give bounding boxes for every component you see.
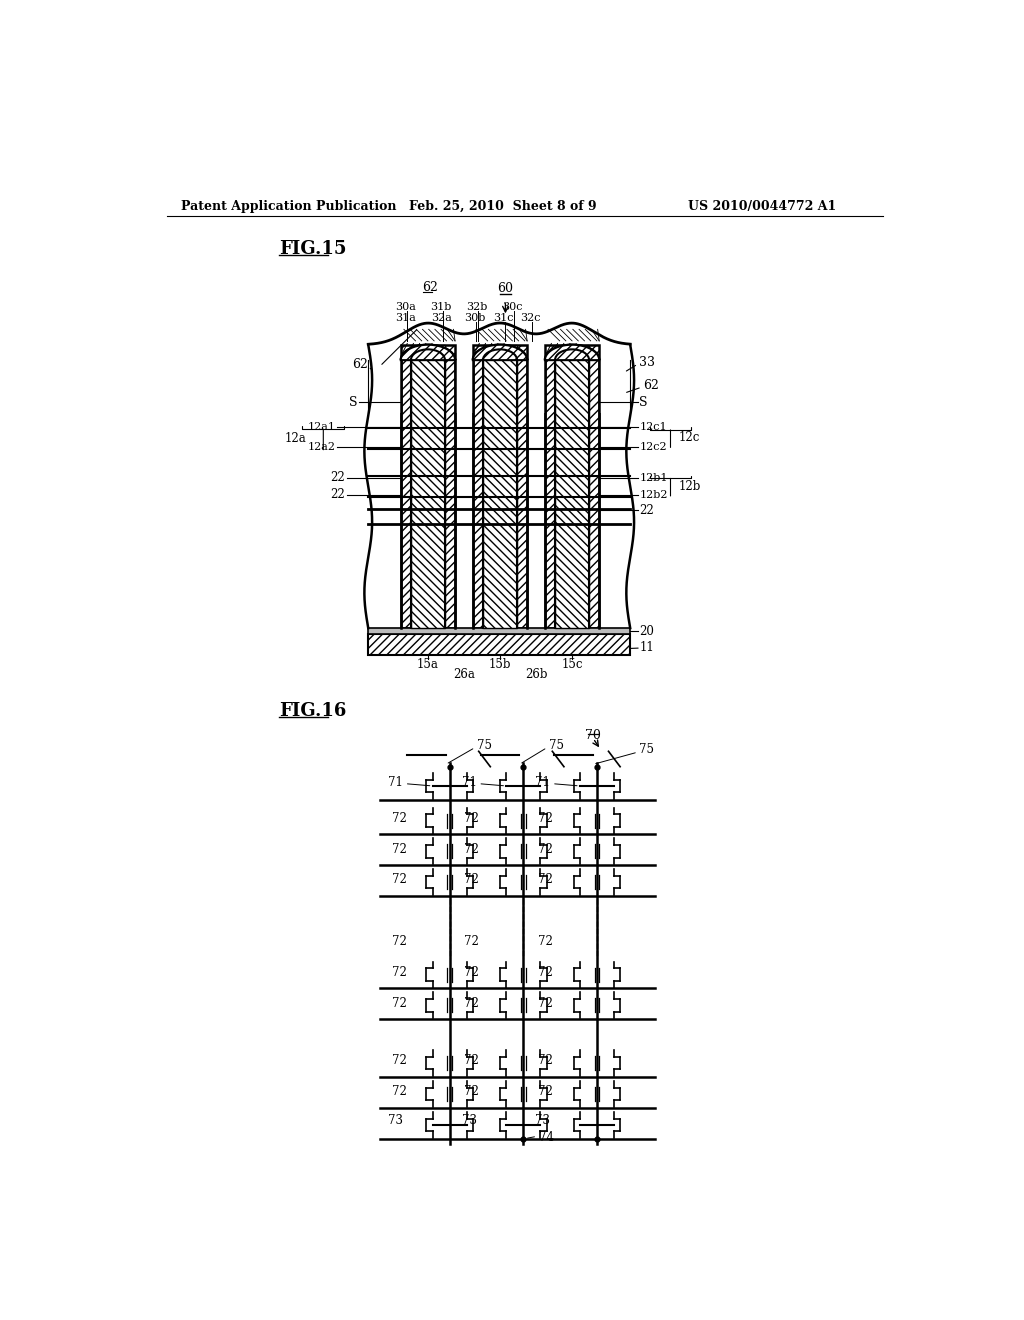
Text: FIG.16: FIG.16: [280, 702, 346, 721]
Text: 12a: 12a: [285, 432, 306, 445]
Text: 12b: 12b: [678, 480, 700, 492]
Text: 62: 62: [352, 358, 369, 371]
Bar: [555, 345, 589, 628]
Text: 11: 11: [640, 640, 654, 653]
Text: 71: 71: [388, 776, 403, 788]
Text: 12a2: 12a2: [307, 442, 336, 453]
Text: 22: 22: [331, 488, 345, 502]
Text: US 2010/0044772 A1: US 2010/0044772 A1: [687, 199, 836, 213]
Text: 72: 72: [538, 997, 553, 1010]
Text: 71: 71: [536, 776, 550, 788]
Text: 72: 72: [392, 935, 407, 948]
Text: 71: 71: [462, 776, 477, 788]
Text: 72: 72: [464, 1055, 479, 1068]
Text: 72: 72: [464, 874, 479, 887]
Text: FIG.15: FIG.15: [280, 240, 347, 259]
Text: 75: 75: [477, 739, 492, 751]
Text: 15a: 15a: [417, 657, 439, 671]
Text: 31a: 31a: [395, 313, 416, 323]
Text: 72: 72: [464, 935, 479, 948]
Polygon shape: [400, 345, 455, 360]
Text: 12c: 12c: [678, 430, 699, 444]
Text: 15c: 15c: [561, 657, 583, 671]
Polygon shape: [473, 345, 527, 360]
Bar: [369, 345, 630, 628]
Text: 30c: 30c: [502, 302, 522, 312]
Text: 72: 72: [538, 1055, 553, 1068]
Text: 12b1: 12b1: [640, 473, 668, 483]
Bar: [527, 360, 545, 412]
Text: 31b: 31b: [430, 302, 452, 312]
Text: 72: 72: [392, 1085, 407, 1098]
Text: 72: 72: [392, 997, 407, 1010]
Text: 62: 62: [643, 379, 659, 392]
Text: 22: 22: [331, 471, 345, 484]
Text: 26b: 26b: [524, 668, 547, 681]
Text: Feb. 25, 2010  Sheet 8 of 9: Feb. 25, 2010 Sheet 8 of 9: [409, 199, 596, 213]
Text: S: S: [640, 396, 648, 409]
Text: 72: 72: [538, 935, 553, 948]
Text: 72: 72: [464, 966, 479, 979]
Text: 72: 72: [538, 874, 553, 887]
Text: 12c2: 12c2: [640, 442, 667, 453]
Text: 72: 72: [464, 842, 479, 855]
Text: 26a: 26a: [453, 668, 475, 681]
Text: 32b: 32b: [466, 302, 487, 312]
Text: 12a1: 12a1: [307, 422, 336, 432]
Text: 72: 72: [464, 812, 479, 825]
Text: 73: 73: [536, 1114, 550, 1127]
Bar: [369, 360, 400, 412]
Text: 12c1: 12c1: [640, 422, 667, 432]
Text: 72: 72: [464, 1085, 479, 1098]
Bar: [483, 345, 517, 628]
Text: Patent Application Publication: Patent Application Publication: [180, 199, 396, 213]
Polygon shape: [545, 345, 599, 360]
Text: 72: 72: [392, 842, 407, 855]
Bar: [411, 345, 445, 628]
Bar: [545, 345, 599, 628]
Text: 75: 75: [549, 739, 564, 751]
Bar: [400, 345, 455, 628]
Text: S: S: [349, 396, 357, 409]
Text: 75: 75: [640, 743, 654, 756]
Text: 22: 22: [640, 504, 654, 517]
Text: 12b2: 12b2: [640, 490, 668, 500]
Text: 33: 33: [640, 356, 655, 370]
Text: 72: 72: [538, 1085, 553, 1098]
Text: 62: 62: [422, 281, 438, 294]
Text: 72: 72: [392, 1055, 407, 1068]
Bar: [473, 345, 527, 628]
Text: 73: 73: [462, 1114, 477, 1127]
Bar: [369, 635, 630, 655]
Text: 60: 60: [498, 282, 513, 296]
Text: 32c: 32c: [520, 313, 541, 323]
Bar: [599, 360, 630, 412]
Bar: [455, 360, 473, 412]
Text: 72: 72: [464, 997, 479, 1010]
Bar: [369, 628, 630, 635]
Text: 72: 72: [392, 812, 407, 825]
Text: 74: 74: [539, 1131, 554, 1144]
Text: 72: 72: [538, 842, 553, 855]
Text: 15b: 15b: [488, 657, 511, 671]
Text: 32a: 32a: [431, 313, 452, 323]
Text: 31c: 31c: [493, 313, 513, 323]
Text: 72: 72: [538, 812, 553, 825]
Text: 20: 20: [640, 624, 654, 638]
Text: 30a: 30a: [395, 302, 416, 312]
Text: 72: 72: [538, 966, 553, 979]
Text: 72: 72: [392, 966, 407, 979]
Text: 70: 70: [585, 730, 601, 742]
Text: 73: 73: [388, 1114, 403, 1127]
Text: 30b: 30b: [464, 313, 485, 323]
Text: 72: 72: [392, 874, 407, 887]
